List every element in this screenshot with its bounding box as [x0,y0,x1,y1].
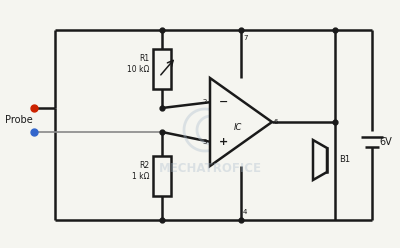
Text: 7: 7 [243,35,248,41]
Text: Probe: Probe [5,115,33,125]
Text: 3: 3 [202,139,207,145]
Bar [153,156,171,196]
Text: IC: IC [234,123,242,131]
Text: 6V: 6V [379,137,392,147]
Polygon shape [210,78,272,166]
Text: R1
10 kΩ: R1 10 kΩ [127,54,149,74]
Polygon shape [313,140,327,180]
Bar [153,49,171,89]
Text: B1: B1 [339,155,350,164]
Bar [319,148,327,172]
Text: −: − [219,97,228,107]
Text: 2: 2 [203,99,207,105]
Text: 6: 6 [274,119,278,125]
Text: +: + [219,137,228,147]
Text: R2
1 kΩ: R2 1 kΩ [132,161,149,181]
Text: MECHATROFICE: MECHATROFICE [158,161,262,175]
Text: 4: 4 [243,209,247,215]
